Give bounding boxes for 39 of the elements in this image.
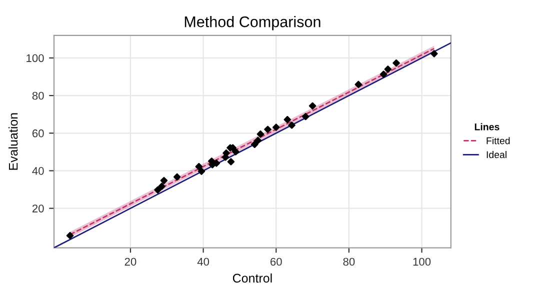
chart-title: Method Comparison (184, 16, 320, 30)
point (232, 148, 240, 156)
y-tick-label: 20 (32, 204, 44, 212)
point (254, 136, 262, 144)
y-tick-label: 60 (32, 129, 44, 138)
point (264, 126, 272, 134)
y-axis-title: Evaluation (8, 113, 18, 170)
point (173, 173, 181, 181)
point (384, 66, 392, 73)
point (154, 186, 162, 194)
x-tick-label: 80 (343, 258, 355, 266)
legend-title: Lines (474, 123, 500, 130)
point (227, 158, 235, 166)
point (380, 70, 388, 78)
point (198, 168, 206, 175)
legend-label: Ideal (486, 150, 506, 158)
x-tick-label: 40 (197, 258, 210, 266)
point (354, 80, 362, 88)
point (284, 116, 292, 124)
x-axis-title: Control (232, 273, 272, 283)
point (308, 102, 316, 110)
point (272, 124, 280, 131)
point (430, 50, 438, 58)
y-tick-label: 80 (32, 92, 44, 100)
point (392, 59, 400, 67)
y-tick-label: 40 (32, 167, 44, 175)
point (250, 140, 258, 148)
legend-label: Fitted (486, 137, 510, 144)
point (158, 182, 166, 190)
point (256, 130, 264, 138)
point (288, 122, 296, 129)
point (160, 176, 168, 184)
point (302, 112, 310, 120)
x-tick-label: 20 (124, 258, 136, 266)
x-tick-label: 60 (270, 258, 282, 266)
x-tick-label: 100 (413, 258, 431, 266)
point (66, 232, 74, 240)
y-tick-label: 100 (26, 54, 44, 62)
point (195, 162, 203, 170)
